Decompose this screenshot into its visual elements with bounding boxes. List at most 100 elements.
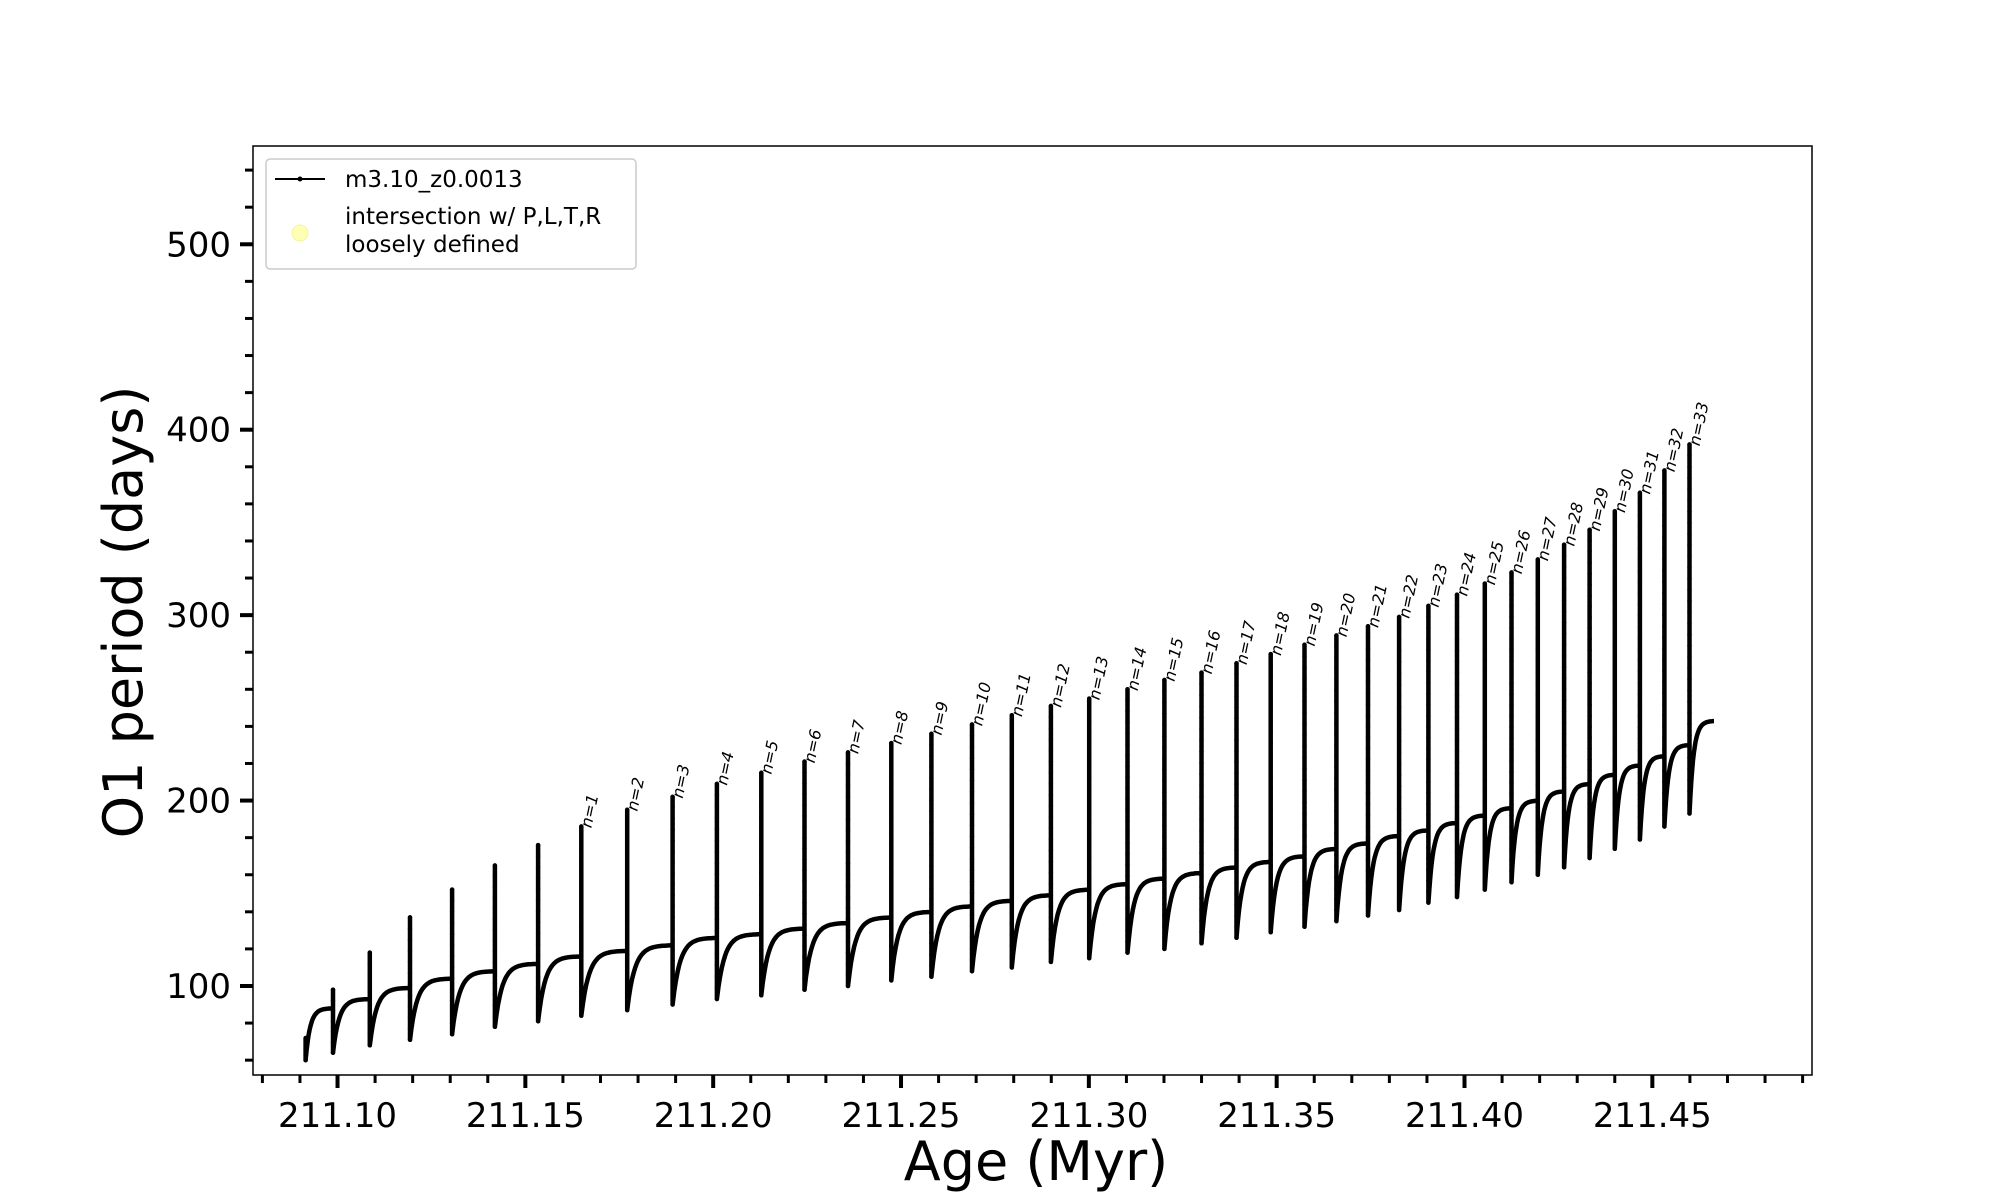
series-point bbox=[1662, 546, 1667, 551]
series-point bbox=[1302, 699, 1307, 704]
series-point bbox=[1268, 841, 1273, 846]
series-point bbox=[802, 792, 807, 797]
series-point bbox=[1426, 867, 1431, 872]
series-point bbox=[1234, 759, 1239, 765]
series-point bbox=[714, 860, 720, 866]
series-point bbox=[535, 919, 541, 925]
series-point bbox=[969, 935, 975, 940]
series-point bbox=[1454, 738, 1460, 743]
series-point bbox=[1637, 680, 1643, 686]
series-point bbox=[1334, 842, 1339, 847]
series-point bbox=[1587, 724, 1592, 729]
series-point bbox=[1482, 679, 1488, 685]
series-point bbox=[1612, 655, 1618, 660]
series-point bbox=[1687, 509, 1692, 514]
series-point bbox=[1334, 721, 1339, 726]
series-point bbox=[1125, 884, 1130, 889]
series-point bbox=[1535, 658, 1541, 663]
series-point bbox=[969, 767, 975, 772]
series-point bbox=[889, 899, 894, 904]
series-point bbox=[802, 922, 807, 927]
series-point bbox=[1687, 587, 1692, 593]
legend-box bbox=[265, 158, 637, 270]
series-point bbox=[1612, 767, 1618, 773]
series-point bbox=[1509, 647, 1514, 653]
series-point bbox=[714, 894, 720, 900]
series-point bbox=[1396, 750, 1402, 755]
series-point bbox=[535, 964, 541, 969]
series-point bbox=[1234, 935, 1239, 940]
series-point bbox=[670, 871, 675, 876]
series-point bbox=[1396, 828, 1402, 834]
series-point bbox=[1087, 775, 1092, 780]
series-point bbox=[845, 905, 851, 911]
series-point bbox=[1561, 631, 1567, 636]
series-point bbox=[1687, 487, 1692, 492]
series-point bbox=[1234, 716, 1239, 721]
series-point bbox=[759, 915, 764, 920]
series-point bbox=[1561, 542, 1567, 547]
series-point bbox=[1125, 928, 1130, 933]
series-point bbox=[1637, 691, 1643, 697]
series-point bbox=[1396, 896, 1402, 901]
series-point bbox=[625, 807, 630, 812]
series-point bbox=[1234, 858, 1239, 864]
annotations: n=1 n=2 n=3 n=4 n=5 n=6 n=7 n=8 n=9 n=10 n=11 n=12 n… bbox=[577, 400, 1713, 829]
series-point bbox=[1199, 828, 1204, 833]
series-point bbox=[1125, 698, 1130, 703]
series-point bbox=[969, 778, 975, 783]
series-point bbox=[1234, 869, 1239, 875]
series-point bbox=[845, 917, 851, 922]
series-point bbox=[1396, 795, 1402, 800]
pulse-annotation: n=19 bbox=[1300, 601, 1328, 648]
series-point bbox=[1199, 817, 1204, 822]
series-point bbox=[579, 1002, 584, 1007]
series-point bbox=[802, 900, 807, 905]
series-point bbox=[1199, 738, 1204, 743]
series-point bbox=[1302, 777, 1307, 783]
series-point bbox=[1162, 868, 1167, 873]
series-point bbox=[1087, 854, 1092, 859]
series-point bbox=[1587, 615, 1592, 620]
series-point bbox=[714, 951, 720, 956]
pulse-annotation: n=31 bbox=[1635, 449, 1663, 496]
series-point bbox=[1587, 560, 1592, 565]
pulse-annotation: n=20 bbox=[1332, 591, 1360, 638]
series-point bbox=[579, 980, 584, 985]
series-point bbox=[1302, 744, 1307, 749]
series-point bbox=[1561, 587, 1567, 592]
series-point bbox=[889, 887, 894, 893]
series-point bbox=[1509, 846, 1514, 852]
series-point bbox=[714, 906, 720, 911]
series-point bbox=[1365, 913, 1371, 918]
series-point bbox=[1687, 800, 1692, 805]
series-point bbox=[367, 996, 372, 1002]
series-point bbox=[670, 925, 675, 931]
pulse-annotation: n=2 bbox=[623, 776, 649, 813]
series-point bbox=[1048, 714, 1054, 720]
series-point bbox=[969, 890, 975, 895]
series-point bbox=[929, 786, 934, 792]
series-point bbox=[1162, 946, 1167, 952]
series-point bbox=[1199, 850, 1204, 856]
series-point bbox=[579, 868, 584, 874]
series-point bbox=[1662, 824, 1667, 829]
series-point bbox=[845, 928, 851, 933]
series-point bbox=[535, 942, 541, 947]
series-point bbox=[670, 794, 675, 800]
series-point bbox=[1162, 745, 1167, 750]
series-point bbox=[1087, 910, 1092, 916]
series-point bbox=[1561, 854, 1567, 859]
series-point bbox=[1125, 742, 1130, 747]
series-point bbox=[1365, 624, 1371, 629]
series-point bbox=[1535, 760, 1541, 765]
series-point bbox=[1561, 620, 1567, 625]
series-point bbox=[1561, 676, 1567, 681]
series-point bbox=[1509, 813, 1514, 818]
series-point bbox=[1509, 680, 1514, 686]
series-point bbox=[670, 1002, 675, 1007]
series-point bbox=[1396, 626, 1402, 631]
series-point bbox=[1535, 748, 1541, 754]
series-point bbox=[1048, 726, 1054, 731]
series-point bbox=[969, 834, 975, 839]
